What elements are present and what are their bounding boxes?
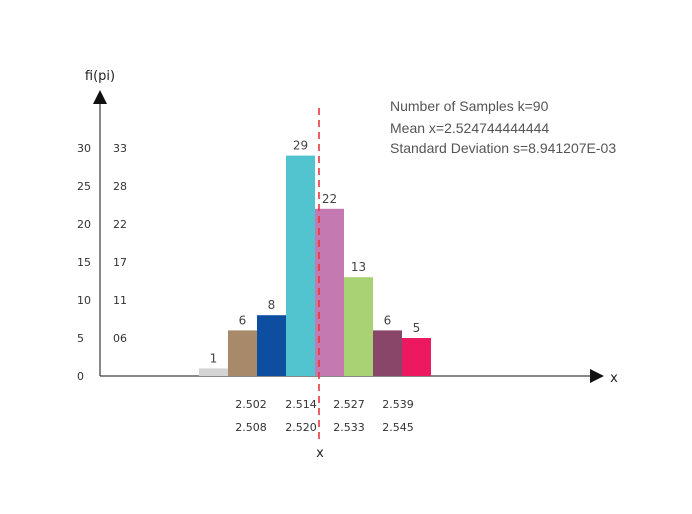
histogram-bar xyxy=(228,330,257,376)
histogram-bar xyxy=(286,155,315,376)
stats-mean: Mean x=2.524744444444 xyxy=(390,120,549,136)
stats-box: Number of Samples k=90 Mean x=2.52474444… xyxy=(390,98,616,156)
histogram-bar xyxy=(373,330,402,376)
x-tick-label: 2.545 xyxy=(382,421,414,434)
bar-value-label: 13 xyxy=(351,260,366,274)
y-axis-arrow-icon xyxy=(93,90,107,104)
x-tick-label: 2.508 xyxy=(235,421,267,434)
x-tick-label: 2.539 xyxy=(382,398,414,411)
x-tick-label: 2.514 xyxy=(285,398,317,411)
y-tick-label: 5 xyxy=(77,332,84,345)
y-tick-label: 0 xyxy=(77,370,84,383)
y-tick-label: 25 xyxy=(77,180,91,193)
x-axis-label: x xyxy=(610,371,618,386)
bar-value-label: 22 xyxy=(322,192,337,206)
bar-value-label: 6 xyxy=(239,313,247,327)
histogram-bar xyxy=(344,277,373,376)
y-tick-label-secondary: 22 xyxy=(113,218,127,231)
bars xyxy=(199,155,431,376)
x-tick-label: 2.520 xyxy=(285,421,317,434)
histogram-bar xyxy=(402,338,431,376)
y-tick-labels: 0 5 10 15 20 25 30 xyxy=(77,142,91,383)
x-tick-label: 2.502 xyxy=(235,398,267,411)
x-tick-labels: 2.502 2.514 2.527 2.539 2.508 2.520 2.533 2.545 xyxy=(235,398,414,434)
histogram-bar xyxy=(257,315,286,376)
y-tick-label-secondary: 06 xyxy=(113,332,127,345)
x-axis-arrow-icon xyxy=(590,369,604,383)
y-axis: fi(pi) xyxy=(85,69,115,376)
stats-sample-count: Number of Samples k=90 xyxy=(390,98,549,114)
y-tick-label: 10 xyxy=(77,294,91,307)
bar-value-label: 5 xyxy=(413,321,421,335)
bar-value-label: 1 xyxy=(210,351,218,365)
bar-value-label: 6 xyxy=(384,313,392,327)
y-tick-label-secondary: 28 xyxy=(113,180,127,193)
y-tick-label-secondary: 17 xyxy=(113,256,127,269)
y-tick-label-secondary: 11 xyxy=(113,294,127,307)
y-tick-labels-secondary: 06 11 17 22 28 33 xyxy=(113,142,127,345)
bar-value-labels: 1 6 8 29 22 13 6 5 xyxy=(210,139,421,366)
bar-value-label: 29 xyxy=(293,139,308,153)
bar-value-label: 8 xyxy=(268,298,276,312)
x-tick-label: 2.533 xyxy=(333,421,365,434)
histogram-bar xyxy=(199,368,228,376)
y-tick-label: 30 xyxy=(77,142,91,155)
mean-line-label: x xyxy=(316,446,324,461)
y-tick-label: 15 xyxy=(77,256,91,269)
x-tick-label: 2.527 xyxy=(333,398,365,411)
y-axis-label: fi(pi) xyxy=(85,69,115,84)
histogram-bar xyxy=(315,208,344,376)
y-tick-label-secondary: 33 xyxy=(113,142,127,155)
stats-std-dev: Standard Deviation s=8.941207E-03 xyxy=(390,140,616,156)
y-tick-label: 20 xyxy=(77,218,91,231)
